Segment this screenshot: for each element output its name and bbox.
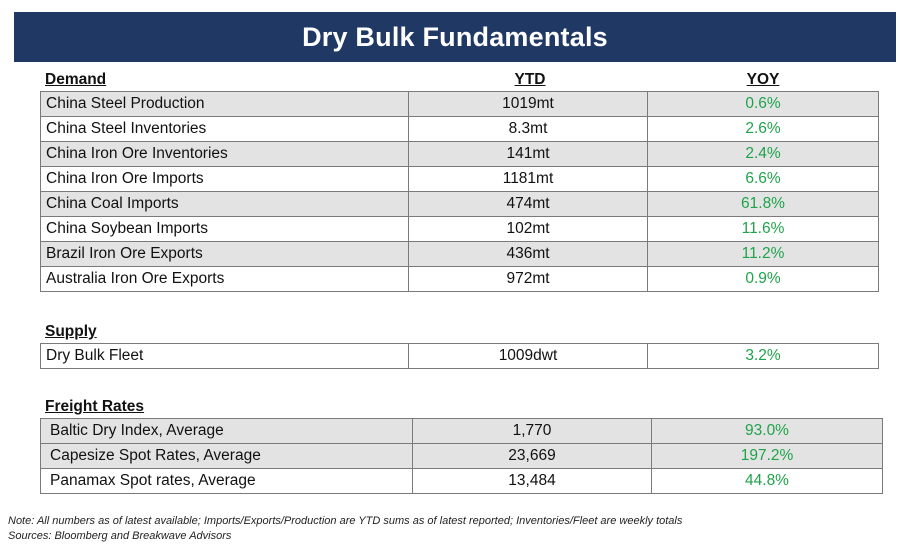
ytd-value: 13,484 (412, 468, 652, 494)
ytd-value: 8.3mt (408, 116, 648, 142)
ytd-column-header: YTD (514, 71, 546, 88)
yoy-value: 0.9% (647, 266, 879, 292)
yoy-value: 197.2% (651, 443, 883, 469)
ytd-value: 141mt (408, 141, 648, 167)
table-row: Dry Bulk Fleet 1009dwt 3.2% (40, 343, 879, 369)
yoy-value: 0.6% (647, 91, 879, 117)
yoy-value: 2.6% (647, 116, 879, 142)
row-label: Brazil Iron Ore Exports (40, 241, 409, 267)
row-label: China Steel Production (40, 91, 409, 117)
ytd-value: 102mt (408, 216, 648, 242)
row-label: China Iron Ore Imports (40, 166, 409, 192)
row-label: Dry Bulk Fleet (40, 343, 409, 369)
table-row: China Steel Production 1019mt 0.6% (40, 91, 879, 117)
table-row: Brazil Iron Ore Exports 436mt 11.2% (40, 241, 879, 267)
ytd-value: 972mt (408, 266, 648, 292)
yoy-value: 6.6% (647, 166, 879, 192)
table-row: Baltic Dry Index, Average 1,770 93.0% (40, 418, 883, 444)
supply-table: Dry Bulk Fleet 1009dwt 3.2% (40, 343, 879, 369)
table-row: China Iron Ore Inventories 141mt 2.4% (40, 141, 879, 167)
demand-table: China Steel Production 1019mt 0.6% China… (40, 91, 879, 292)
row-label: Australia Iron Ore Exports (40, 266, 409, 292)
yoy-value: 3.2% (647, 343, 879, 369)
ytd-value: 1181mt (408, 166, 648, 192)
sources-note: Sources: Bloomberg and Breakwave Advisor… (8, 530, 232, 542)
table-row: China Soybean Imports 102mt 11.6% (40, 216, 879, 242)
ytd-value: 1019mt (408, 91, 648, 117)
table-row: China Coal Imports 474mt 61.8% (40, 191, 879, 217)
yoy-value: 2.4% (647, 141, 879, 167)
yoy-value: 44.8% (651, 468, 883, 494)
ytd-value: 1009dwt (408, 343, 648, 369)
ytd-value: 436mt (408, 241, 648, 267)
row-label: Capesize Spot Rates, Average (40, 443, 413, 469)
supply-header: Supply (45, 323, 97, 340)
ytd-value: 1,770 (412, 418, 652, 444)
table-row: China Iron Ore Imports 1181mt 6.6% (40, 166, 879, 192)
title-banner: Dry Bulk Fundamentals (14, 12, 896, 62)
row-label: China Steel Inventories (40, 116, 409, 142)
yoy-value: 93.0% (651, 418, 883, 444)
ytd-value: 474mt (408, 191, 648, 217)
yoy-value: 11.6% (647, 216, 879, 242)
yoy-value: 11.2% (647, 241, 879, 267)
row-label: China Soybean Imports (40, 216, 409, 242)
table-row: China Steel Inventories 8.3mt 2.6% (40, 116, 879, 142)
page-title: Dry Bulk Fundamentals (302, 21, 608, 52)
table-row: Australia Iron Ore Exports 972mt 0.9% (40, 266, 879, 292)
freight-rates-header: Freight Rates (45, 398, 145, 415)
row-label: Panamax Spot rates, Average (40, 468, 413, 494)
row-label: Baltic Dry Index, Average (40, 418, 413, 444)
demand-header: Demand (45, 71, 107, 88)
ytd-value: 23,669 (412, 443, 652, 469)
footnote: Note: All numbers as of latest available… (8, 515, 683, 527)
row-label: China Iron Ore Inventories (40, 141, 409, 167)
freight-rates-table: Baltic Dry Index, Average 1,770 93.0% Ca… (40, 418, 883, 494)
table-row: Capesize Spot Rates, Average 23,669 197.… (40, 443, 883, 469)
row-label: China Coal Imports (40, 191, 409, 217)
yoy-value: 61.8% (647, 191, 879, 217)
table-row: Panamax Spot rates, Average 13,484 44.8% (40, 468, 883, 494)
yoy-column-header: YOY (746, 71, 780, 88)
